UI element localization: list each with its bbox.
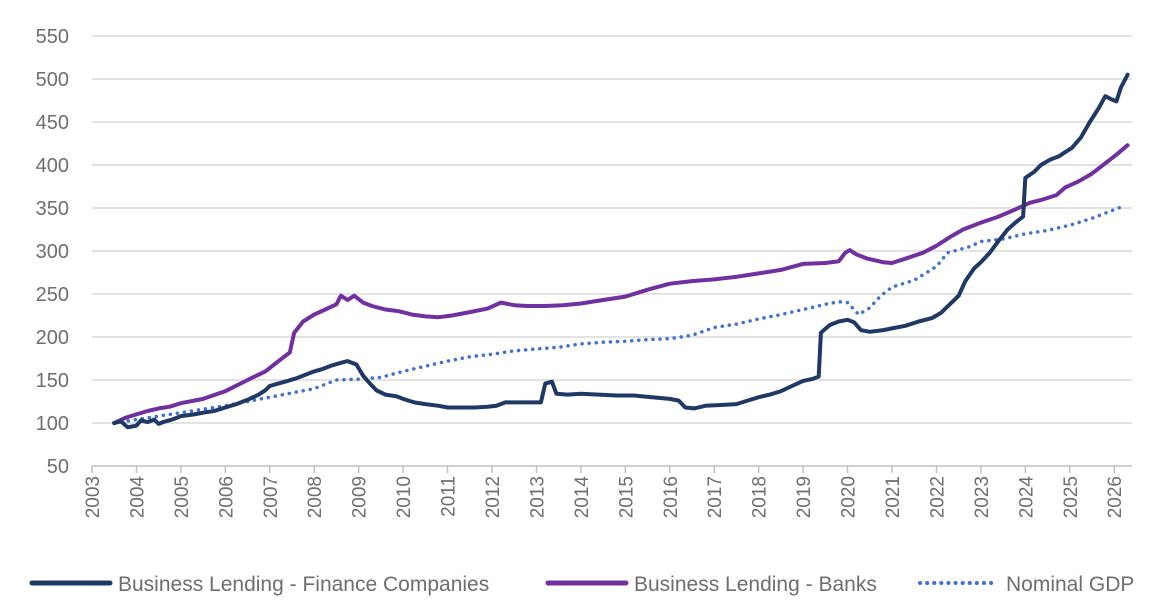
series-line-1 (112, 143, 1130, 425)
gridlines (92, 35, 1132, 424)
legend-label-1: Business Lending - Banks (634, 573, 877, 596)
x-tick-label: 2004 (127, 476, 148, 519)
x-axis: 2003 2004 2005 2006 2007 2008 2009 2010 2011 2012… (83, 465, 1132, 519)
x-tick-label: 2018 (750, 476, 771, 518)
x-tick-label: 2005 (172, 476, 193, 518)
y-tick-label: 150 (36, 370, 69, 392)
x-tick-label: 2015 (616, 476, 637, 518)
y-tick-label: 300 (36, 241, 69, 263)
x-tick-label: 2022 (927, 476, 948, 518)
y-tick-label: 50 (47, 456, 69, 478)
y-tick-label: 500 (36, 69, 69, 91)
series-line-0 (112, 72, 1130, 430)
x-tick-label: 2003 (83, 476, 104, 518)
legend-label-0: Business Lending - Finance Companies (118, 573, 489, 596)
x-tick-label: 2019 (794, 476, 815, 518)
series-line-2 (112, 203, 1128, 425)
y-tick-label: 350 (36, 198, 69, 220)
x-tick-label: 2025 (1061, 476, 1082, 518)
x-tick-label: 2011 (439, 476, 460, 517)
x-tick-label: 2016 (661, 476, 682, 518)
x-tick-label: 2014 (572, 476, 593, 519)
y-tick-label: 550 (36, 26, 69, 48)
x-tick-label: 2017 (705, 476, 726, 518)
y-tick-label: 400 (36, 155, 69, 177)
x-tick-label: 2026 (1105, 476, 1126, 518)
x-tick-label: 2023 (972, 476, 993, 518)
legend: Business Lending - Finance Companies Busi… (29, 573, 1134, 596)
y-axis-ticks: 50 100 150 200 250 300 350 400 450 500 550 (36, 26, 69, 478)
y-tick-label: 450 (36, 112, 69, 134)
x-tick-label: 2007 (261, 476, 282, 518)
x-tick-label: 2006 (216, 476, 237, 518)
x-tick-label: 2021 (883, 476, 904, 518)
y-tick-label: 100 (36, 413, 69, 435)
y-tick-label: 250 (36, 284, 69, 306)
y-tick-label: 200 (36, 327, 69, 349)
x-tick-label: 2009 (350, 476, 371, 518)
x-tick-label: 2020 (839, 476, 860, 518)
x-tick-label: 2012 (483, 476, 504, 518)
x-tick-label: 2024 (1016, 476, 1037, 519)
x-tick-label: 2013 (527, 476, 548, 518)
x-tick-label: 2010 (394, 476, 415, 518)
legend-label-2: Nominal GDP (1006, 573, 1134, 596)
x-tick-label: 2008 (305, 476, 326, 518)
series-lines (112, 72, 1130, 430)
